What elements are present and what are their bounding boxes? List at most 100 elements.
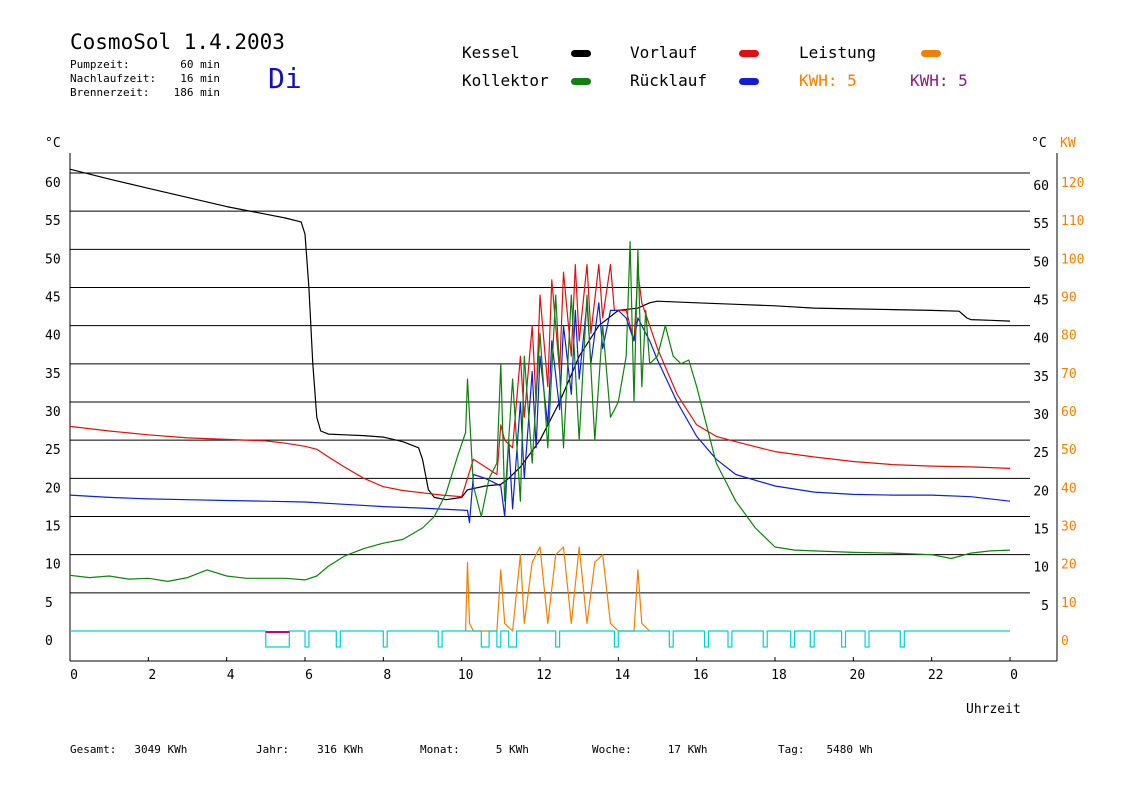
legend-kessel-swatch	[571, 50, 591, 57]
y-tick-label: 45	[45, 291, 61, 306]
x-tick-label: 6	[305, 668, 313, 683]
y-tick-label: 0	[45, 634, 53, 649]
footer-label: Tag:	[778, 743, 805, 756]
legend-leistung-swatch	[921, 50, 941, 57]
y-tick-label: 15	[45, 520, 61, 535]
y-right-tick-label: 35	[1033, 370, 1049, 385]
info-nachlaufzeit: Nachlaufzeit: 16 min	[70, 72, 220, 85]
power-tick-label: 10	[1061, 596, 1077, 611]
x-tick-label: 12	[536, 668, 552, 683]
legend-ruecklauf: Rücklauf	[630, 71, 708, 90]
footer-label: Woche:	[592, 743, 632, 756]
y-tick-label: 40	[45, 329, 61, 344]
y-tick-label: 5	[45, 596, 53, 611]
y-right-tick-label: 55	[1033, 217, 1049, 232]
y-right-tick-label: 5	[1041, 599, 1049, 614]
power-tick-label: 50	[1061, 443, 1077, 458]
footer-gesamt: Gesamt: 3049 KWh	[70, 743, 187, 756]
x-tick-label: 16	[693, 668, 709, 683]
y-right-tick-label: 45	[1033, 294, 1049, 309]
legend-vorlauf: Vorlauf	[630, 43, 698, 62]
y-tick-label: 50	[45, 252, 61, 267]
y-tick-label: 55	[45, 214, 61, 229]
x-tick-label: 22	[928, 668, 944, 683]
y-tick-label: 10	[45, 558, 61, 573]
y-right-tick-label: 25	[1033, 446, 1049, 461]
y-right-tick-label: 20	[1033, 484, 1049, 499]
power-tick-label: 120	[1061, 176, 1084, 191]
info-label: Pumpzeit:	[70, 58, 130, 71]
x-tick-label: 10	[458, 668, 474, 683]
y-right-tick-label: 50	[1033, 255, 1049, 270]
power-tick-label: 70	[1061, 367, 1077, 382]
series-line-pumpe	[70, 630, 1010, 648]
right-axis-unit: °C	[1031, 136, 1047, 151]
power-tick-label: 60	[1061, 405, 1077, 420]
y-right-tick-label: 30	[1033, 408, 1049, 423]
y-tick-label: 25	[45, 443, 61, 458]
legend-kwh-purple: KWH: 5	[910, 71, 968, 90]
y-tick-label: 35	[45, 367, 61, 382]
footer-jahr: Jahr: 316 KWh	[256, 743, 363, 756]
power-axis-unit: KW	[1060, 136, 1076, 151]
x-tick-label: 0	[70, 668, 78, 683]
series-line-vorlauf	[69, 264, 1011, 498]
info-pumpzeit: Pumpzeit: 60 min	[70, 58, 220, 71]
info-label: Brennerzeit:	[70, 86, 150, 99]
footer-woche: Woche: 17 KWh	[592, 743, 708, 756]
power-tick-label: 90	[1061, 291, 1077, 306]
footer-value: 316 KWh	[317, 743, 364, 756]
info-brennerzeit: Brennerzeit: 186 min	[70, 86, 220, 99]
y-right-tick-label: 40	[1033, 332, 1049, 347]
x-tick-label: 4	[227, 668, 235, 683]
x-tick-label: 2	[148, 668, 156, 683]
footer-value: 5 KWh	[495, 743, 529, 756]
x-tick-label: 8	[383, 668, 391, 683]
footer-label: Gesamt:	[70, 743, 117, 756]
power-tick-label: 110	[1061, 214, 1084, 229]
power-tick-label: 100	[1061, 252, 1084, 267]
power-tick-label: 0	[1061, 634, 1069, 649]
y-right-tick-label: 15	[1033, 523, 1049, 538]
power-tick-label: 30	[1061, 520, 1077, 535]
legend-ruecklauf-swatch	[739, 78, 759, 85]
series-line-kessel	[69, 168, 1011, 501]
footer-value: 3049 KWh	[134, 743, 188, 756]
info-value: 60 min	[180, 58, 220, 71]
info-value: 16 min	[180, 72, 220, 85]
series-line-rcklauf	[69, 302, 1011, 524]
x-tick-label: 20	[850, 668, 866, 683]
y-right-tick-label: 60	[1033, 179, 1049, 194]
power-tick-label: 20	[1061, 558, 1077, 573]
y-tick-label: 30	[45, 405, 61, 420]
series-line-kollektor	[69, 241, 1011, 583]
y-tick-label: 60	[45, 176, 61, 191]
footer-monat: Monat: 5 KWh	[420, 743, 529, 756]
weekday-label: Di	[268, 62, 302, 95]
legend-kollektor: Kollektor	[462, 71, 549, 90]
footer-value: 17 KWh	[667, 743, 708, 756]
footer-tag: Tag: 5480 Wh	[778, 743, 873, 756]
footer-label: Jahr:	[256, 743, 290, 756]
info-value: 186 min	[173, 86, 220, 99]
chart-title: CosmoSol 1.4.2003	[70, 30, 285, 54]
x-axis-label: Uhrzeit	[966, 702, 1021, 717]
y-right-tick-label: 10	[1033, 561, 1049, 576]
y-tick-label: 20	[45, 481, 61, 496]
legend-kollektor-swatch	[571, 78, 591, 85]
legend-kessel: Kessel	[462, 43, 520, 62]
left-axis-unit: °C	[45, 136, 61, 151]
legend-leistung: Leistung	[799, 43, 877, 62]
power-tick-label: 80	[1061, 329, 1077, 344]
x-tick-label: 0	[1010, 668, 1018, 683]
x-tick-label: 14	[615, 668, 631, 683]
info-label: Nachlaufzeit:	[70, 72, 157, 85]
footer-value: 5480 Wh	[826, 743, 873, 756]
series-line-leistung	[465, 546, 651, 632]
legend-kwh-orange: KWH: 5	[799, 71, 857, 90]
legend-vorlauf-swatch	[739, 50, 759, 57]
footer-label: Monat:	[420, 743, 460, 756]
x-tick-label: 18	[771, 668, 787, 683]
power-tick-label: 40	[1061, 481, 1077, 496]
